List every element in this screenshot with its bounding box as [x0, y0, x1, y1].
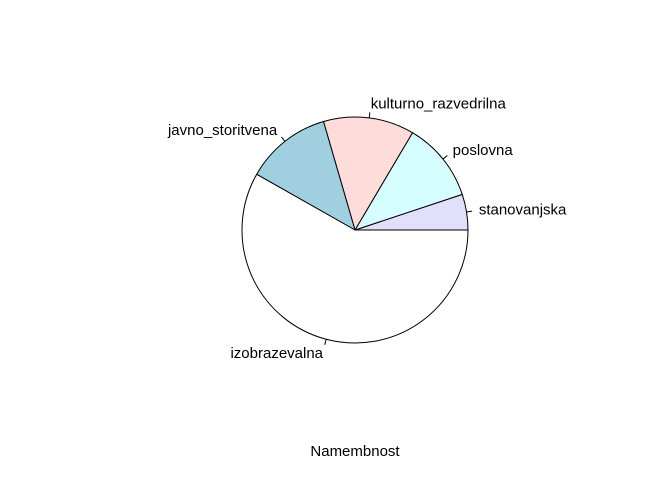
pie-labels: stanovanjska poslovna kulturno_razvedrilna… — [167, 96, 567, 363]
pie-slices — [241, 116, 469, 344]
pie-tick-poslovna — [442, 155, 448, 160]
pie-tick-javno-storitvena — [281, 136, 286, 142]
pie-slice-javno-storitvena — [255, 120, 356, 232]
pie-label-kulturno-razvedrilna: kulturno_razvedrilna — [371, 96, 507, 113]
pie-slice-kulturno-razvedrilna — [322, 116, 414, 232]
pie-label-izobrazevalna: izobrazevalna — [230, 345, 323, 362]
pie-slice-izobrazevalna — [241, 173, 469, 344]
pie-tick-izobrazevalna — [324, 339, 327, 345]
pie-label-ticks — [281, 112, 473, 345]
pie-tick-kulturno-razvedrilna — [368, 112, 371, 118]
pie-label-stanovanjska: stanovanjska — [479, 202, 567, 219]
x-axis-label: Namembnost — [310, 443, 400, 460]
pie-label-poslovna: poslovna — [453, 142, 514, 159]
pie-tick-stanovanjska — [466, 210, 473, 213]
pie-label-javno-storitvena: javno_storitvena — [167, 122, 278, 139]
